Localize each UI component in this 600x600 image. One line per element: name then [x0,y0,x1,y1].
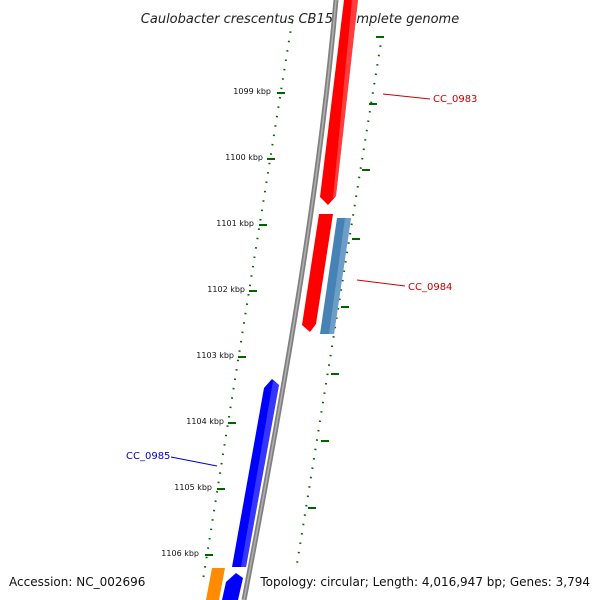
tick-label-1104: 1104 kbp [186,417,224,426]
tick-label-1102: 1102 kbp [207,285,245,294]
tick-label-1100: 1100 kbp [225,153,263,162]
label-leader-cc0985 [170,456,218,467]
gene-label-cc0984[interactable]: CC_0984 [408,282,452,293]
inner-tick-marks [205,92,285,556]
tick-label-1101: 1101 kbp [216,219,254,228]
tick-label-1099: 1099 kbp [233,87,271,96]
genome-summary-text: Topology: circular; Length: 4,016,947 bp… [259,575,590,589]
gene-label-cc0983[interactable]: CC_0983 [433,94,477,105]
gene-cc0983b-feature[interactable] [302,214,333,332]
gene-cc0985-highlight [241,381,279,567]
label-leader-cc0984 [356,279,406,287]
tick-label-1103: 1103 kbp [196,351,234,360]
map-title: Caulobacter crescentus CB15, complete ge… [141,12,459,27]
gene-cc0984-highlight [329,218,351,334]
genome-backbone-highlight [243,0,337,600]
tick-label-1105: 1105 kbp [174,483,212,492]
outer-tick-marks [308,36,384,509]
gene-next-feature[interactable] [222,573,243,600]
gene-label-cc0985[interactable]: CC_0985 [126,451,170,462]
gene-cc0983-highlight [333,0,358,198]
orange-feature[interactable] [206,568,225,600]
tick-label-1106: 1106 kbp [161,549,199,558]
accession-text: Accession: NC_002696 [9,575,145,589]
label-leader-cc0983 [382,93,431,100]
